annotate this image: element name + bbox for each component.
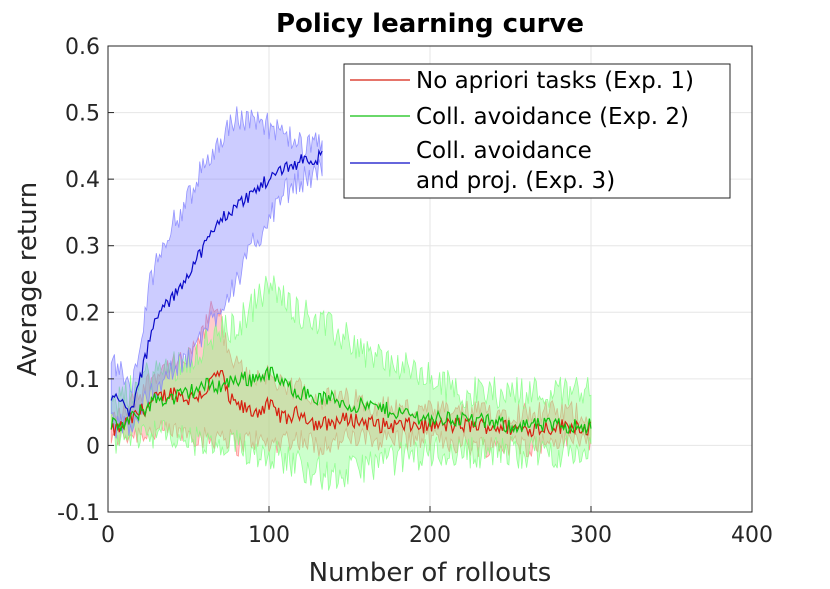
y-tick-label: 0.4 bbox=[65, 168, 100, 193]
y-tick-label: 0.6 bbox=[65, 35, 100, 60]
legend-label-exp2: Coll. avoidance (Exp. 2) bbox=[416, 104, 689, 130]
y-tick-label: 0.5 bbox=[65, 102, 100, 127]
legend: No apriori tasks (Exp. 1) Coll. avoidanc… bbox=[343, 63, 731, 199]
line-exp2 bbox=[110, 366, 592, 436]
y-tick-label: -0.1 bbox=[57, 501, 100, 526]
legend-label-exp1: No apriori tasks (Exp. 1) bbox=[416, 68, 694, 94]
x-axis-label: Number of rollouts bbox=[309, 558, 552, 588]
legend-label-exp3: Coll. avoidance and proj. (Exp. 3) bbox=[416, 138, 615, 194]
y-tick-label: 0.3 bbox=[65, 235, 100, 260]
axis-ticks: 0 100 200 300 400-0.100.10.20.30.40.50.6 bbox=[57, 35, 773, 548]
y-axis-label: Average return bbox=[13, 182, 43, 377]
x-tick-label: 200 bbox=[409, 523, 451, 548]
band-exp3 bbox=[110, 106, 323, 439]
x-tick-label: 400 bbox=[731, 523, 773, 548]
band-exp2 bbox=[110, 275, 592, 491]
x-tick-label: 0 bbox=[101, 523, 115, 548]
chart-title: Policy learning curve bbox=[276, 9, 584, 39]
y-tick-label: 0.1 bbox=[65, 368, 100, 393]
y-tick-label: 0 bbox=[86, 434, 100, 459]
x-tick-label: 300 bbox=[570, 523, 612, 548]
legend-box bbox=[343, 63, 731, 199]
line-exp1 bbox=[110, 369, 592, 438]
line-exp3 bbox=[110, 148, 323, 417]
confidence-bands bbox=[110, 106, 592, 491]
x-tick-label: 100 bbox=[248, 523, 290, 548]
series-lines bbox=[110, 148, 592, 438]
y-tick-label: 0.2 bbox=[65, 301, 100, 326]
